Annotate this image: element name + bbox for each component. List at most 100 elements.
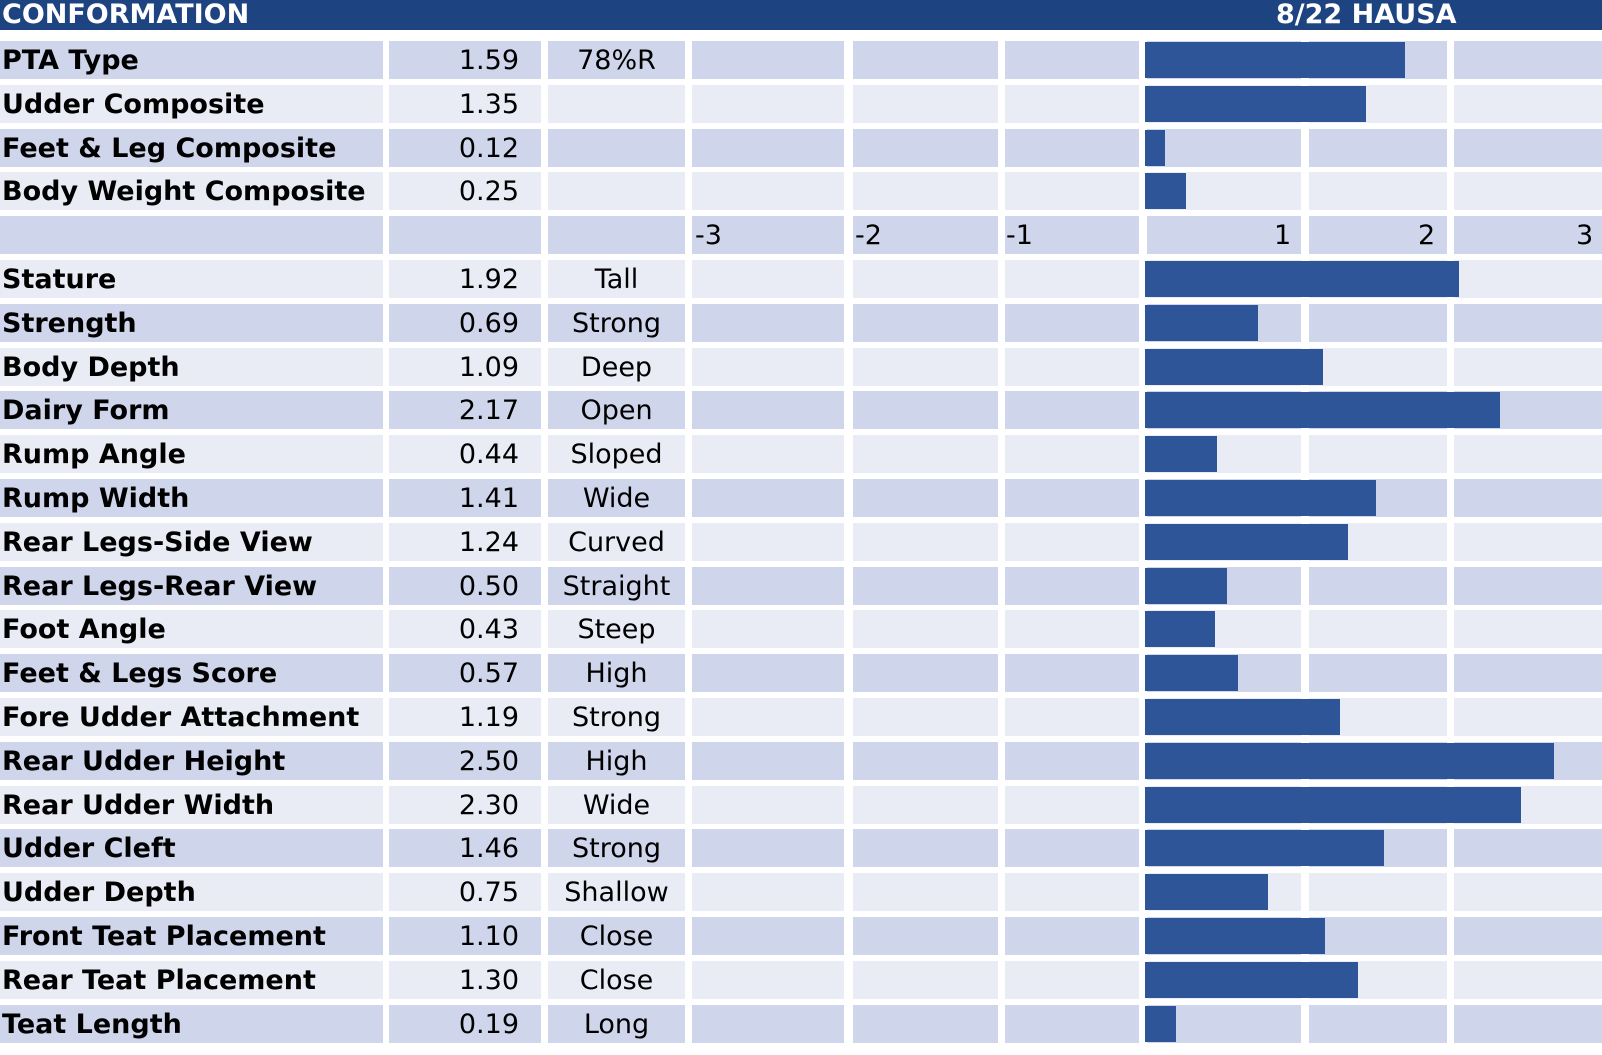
graph-cell <box>692 567 844 605</box>
table-row: Feet & Legs Score 0.57 High <box>0 654 1602 692</box>
table-row: Front Teat Placement 1.10 Close <box>0 917 1602 955</box>
value-bar <box>1145 611 1216 647</box>
graph-cell <box>1454 961 1602 999</box>
trait-descriptor: Strong <box>548 829 685 867</box>
trait-name: Rump Angle <box>0 435 383 473</box>
trait-descriptor: Steep <box>548 610 685 648</box>
graph-cell <box>1454 435 1602 473</box>
table-row: Udder Cleft 1.46 Strong <box>0 829 1602 867</box>
trait-value: 1.46 <box>389 829 541 867</box>
graph-cell <box>692 698 844 736</box>
trait-descriptor: Deep <box>548 348 685 386</box>
graph-cell <box>1005 172 1139 210</box>
trait-name: Front Teat Placement <box>0 917 383 955</box>
graph-cell <box>1005 873 1139 911</box>
value-bar <box>1145 42 1405 78</box>
graph-cell <box>1005 479 1139 517</box>
value-bar <box>1145 699 1340 735</box>
trait-value: 1.24 <box>389 523 541 561</box>
trait-descriptor <box>548 172 685 210</box>
trait-descriptor: Sloped <box>548 435 685 473</box>
trait-descriptor <box>548 216 685 254</box>
graph-cell <box>1005 610 1139 648</box>
graph-cell <box>692 523 844 561</box>
graph-cell <box>692 304 844 342</box>
value-bar <box>1145 130 1165 166</box>
trait-value: 0.57 <box>389 654 541 692</box>
graph-cell <box>1454 216 1602 254</box>
value-bar <box>1145 261 1459 297</box>
graph-cell <box>1005 742 1139 780</box>
axis-tick-label: 3 <box>1576 219 1594 251</box>
value-bar <box>1145 787 1522 823</box>
graph-cell <box>692 610 844 648</box>
report-header: CONFORMATION 8/22 HAUSA <box>0 0 1602 30</box>
trait-descriptor: Long <box>548 1005 685 1043</box>
graph-cell <box>853 829 998 867</box>
graph-cell <box>1454 260 1602 298</box>
table-row: Udder Composite 1.35 <box>0 85 1602 123</box>
trait-descriptor <box>548 85 685 123</box>
graph-cell <box>853 1005 998 1043</box>
axis-tick-label: 2 <box>1418 219 1436 251</box>
graph-cell <box>1454 873 1602 911</box>
graph-cell <box>853 216 998 254</box>
trait-value: 1.35 <box>389 85 541 123</box>
trait-descriptor: Tall <box>548 260 685 298</box>
trait-name: Udder Cleft <box>0 829 383 867</box>
section-title: CONFORMATION <box>2 0 250 30</box>
graph-cell <box>1005 917 1139 955</box>
graph-cell <box>692 786 844 824</box>
graph-cell <box>1005 129 1139 167</box>
graph-cell <box>853 961 998 999</box>
graph-cell <box>853 85 998 123</box>
trait-name: Feet & Legs Score <box>0 654 383 692</box>
trait-value: 1.59 <box>389 41 541 79</box>
trait-value: 2.17 <box>389 391 541 429</box>
graph-cell <box>1005 786 1139 824</box>
trait-name: Udder Composite <box>0 85 383 123</box>
trait-descriptor: Shallow <box>548 873 685 911</box>
graph-cell <box>1005 41 1139 79</box>
trait-name: Rear Legs-Side View <box>0 523 383 561</box>
trait-name: Udder Depth <box>0 873 383 911</box>
trait-name: Rear Legs-Rear View <box>0 567 383 605</box>
trait-value: 2.30 <box>389 786 541 824</box>
table-row: Rear Legs-Rear View 0.50 Straight <box>0 567 1602 605</box>
table-row: Body Weight Composite 0.25 <box>0 172 1602 210</box>
graph-cell <box>692 85 844 123</box>
axis-row: -3 -2 -1 1 2 3 <box>0 216 1602 254</box>
table-row: Rear Teat Placement 1.30 Close <box>0 961 1602 999</box>
value-bar <box>1145 962 1358 998</box>
graph-cell <box>692 391 844 429</box>
value-bar <box>1145 392 1500 428</box>
trait-value: 0.50 <box>389 567 541 605</box>
graph-cell <box>692 961 844 999</box>
graph-cell <box>853 786 998 824</box>
graph-cell <box>1309 917 1447 955</box>
trait-value: 0.25 <box>389 172 541 210</box>
trait-descriptor: Strong <box>548 698 685 736</box>
table-row: Strength 0.69 Strong <box>0 304 1602 342</box>
value-bar <box>1145 918 1325 954</box>
graph-cell <box>1454 85 1602 123</box>
trait-value: 0.43 <box>389 610 541 648</box>
graph-cell <box>1309 435 1447 473</box>
graph-cell <box>1454 41 1602 79</box>
graph-cell <box>1005 304 1139 342</box>
graph-cell <box>1309 567 1447 605</box>
axis-tick-label: -1 <box>1006 219 1033 251</box>
value-bar <box>1145 1006 1177 1042</box>
trait-name: Body Weight Composite <box>0 172 383 210</box>
graph-cell <box>692 435 844 473</box>
graph-cell <box>853 435 998 473</box>
trait-value: 1.41 <box>389 479 541 517</box>
trait-value: 1.10 <box>389 917 541 955</box>
graph-cell <box>1005 260 1139 298</box>
trait-value: 0.75 <box>389 873 541 911</box>
table-row: Dairy Form 2.17 Open <box>0 391 1602 429</box>
graph-cell <box>1309 216 1447 254</box>
graph-cell <box>1309 129 1447 167</box>
graph-cell <box>1309 172 1447 210</box>
graph-cell <box>1005 435 1139 473</box>
